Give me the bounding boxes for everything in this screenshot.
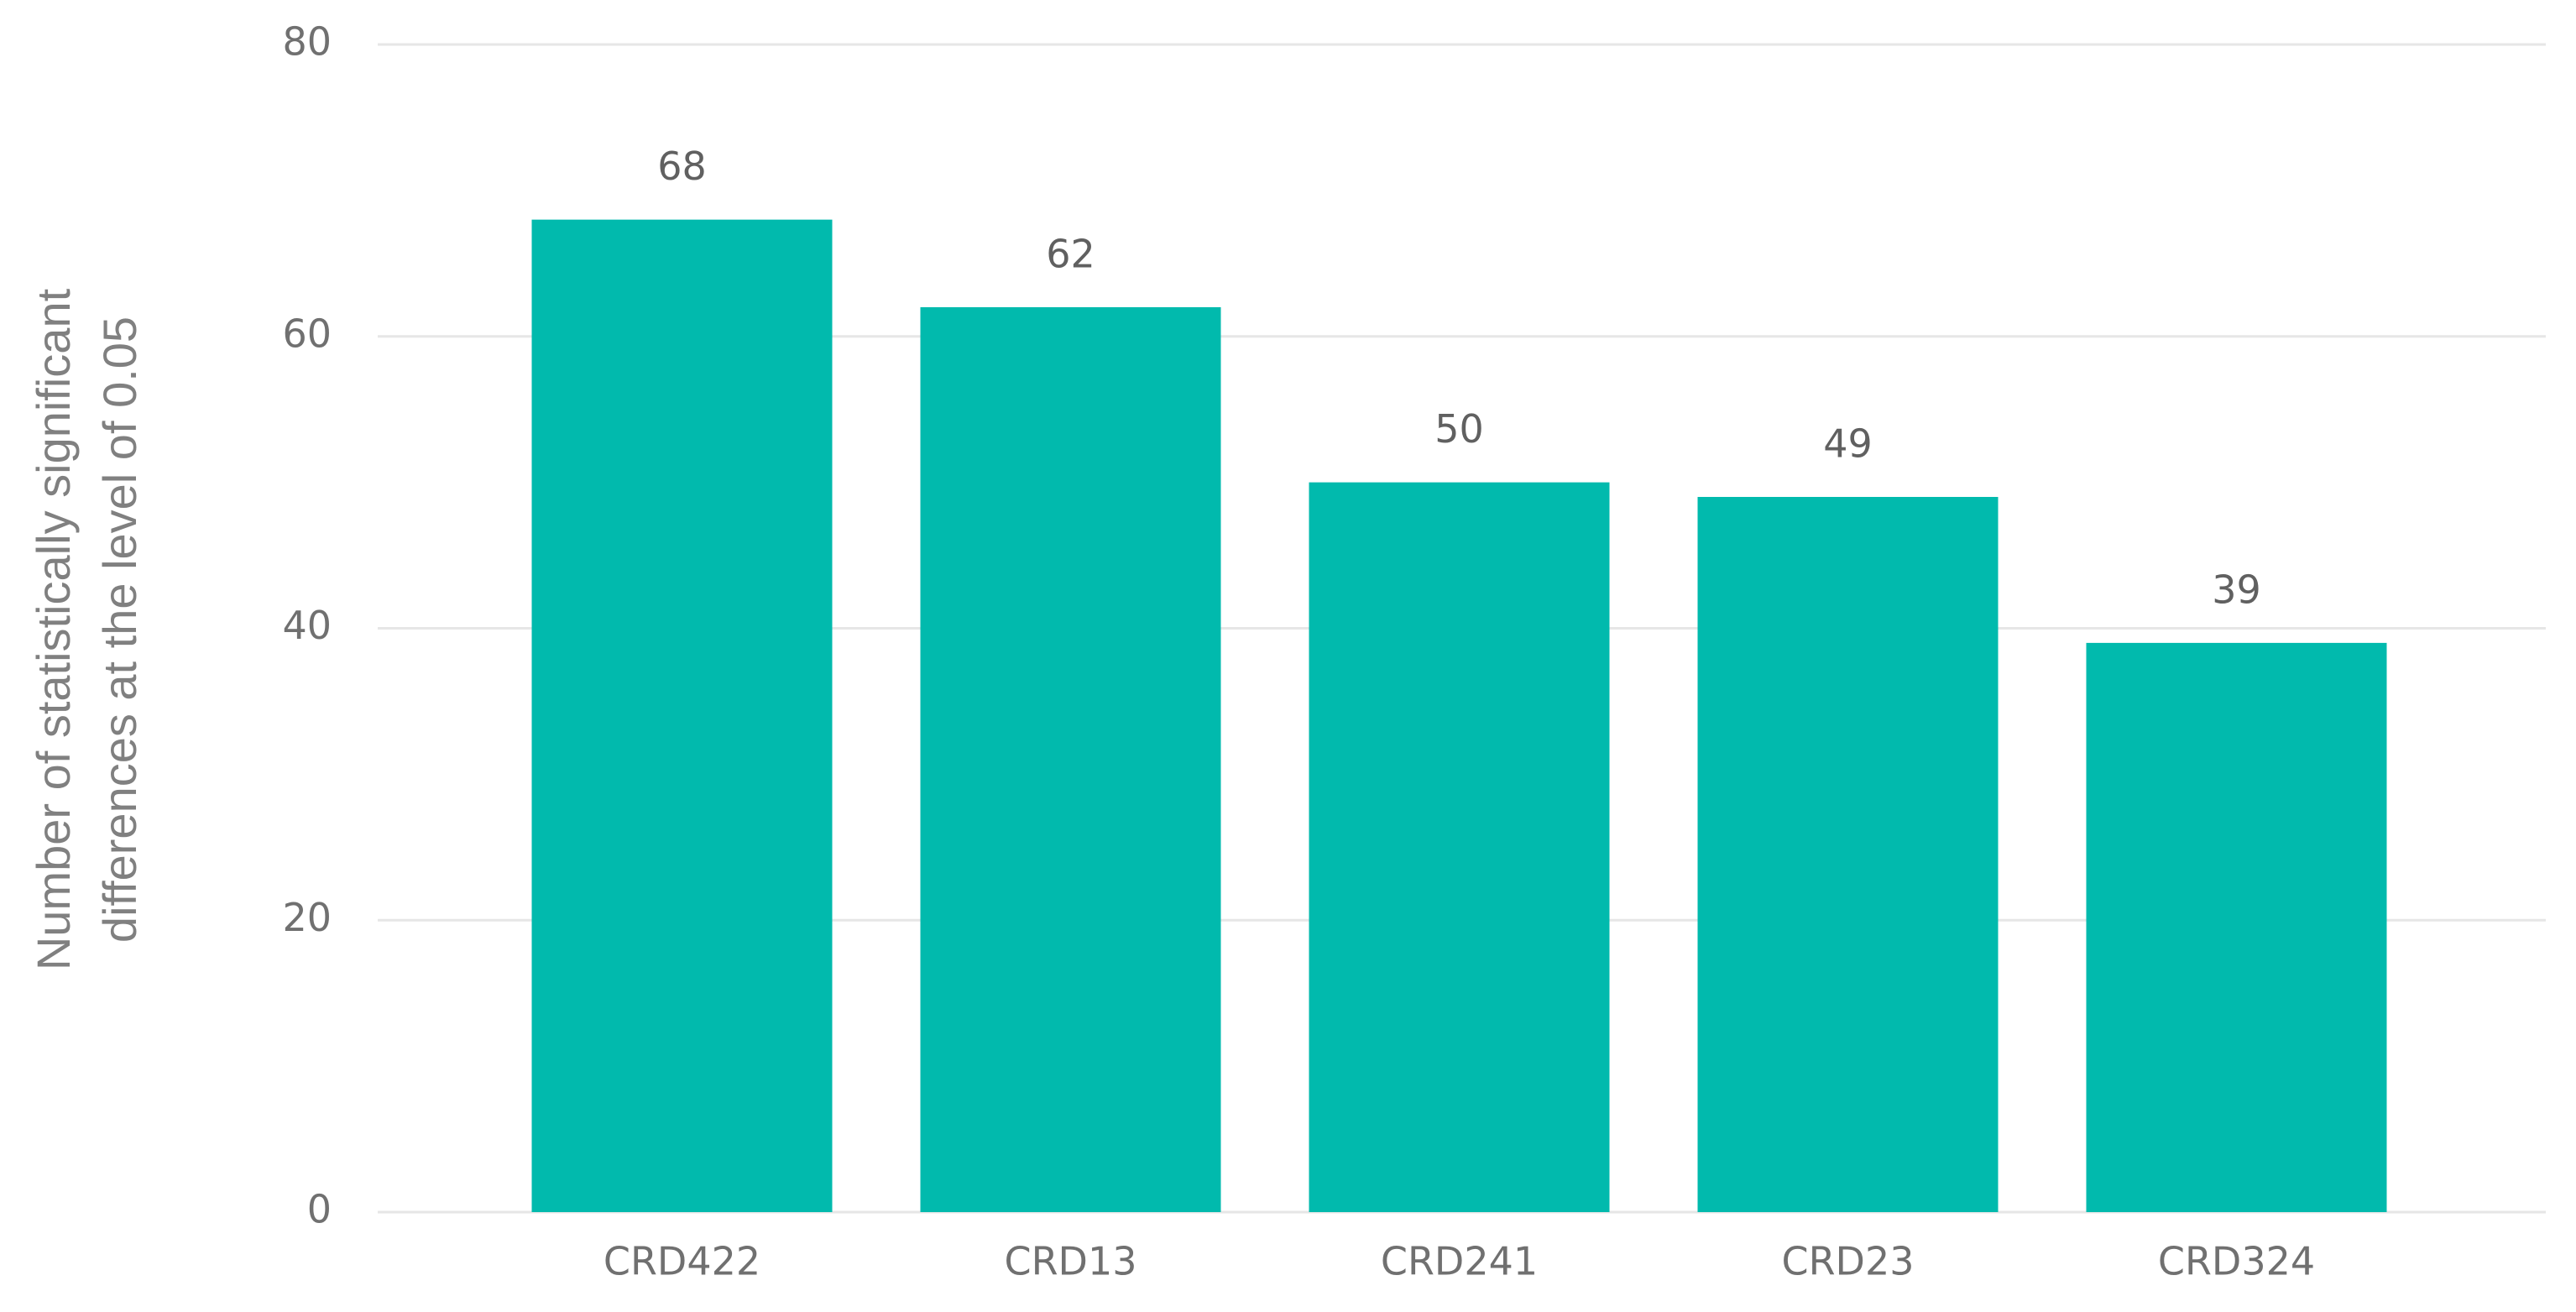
x-tick-label: CRD422 [604,1239,760,1284]
bar [531,219,833,1212]
data-label: 68 [657,144,707,189]
data-label: 39 [2212,567,2261,612]
y-axis-title: Number of statistically significant [27,288,80,970]
x-tick-label: CRD23 [1781,1239,1914,1284]
y-tick-label: 80 [282,19,332,65]
bar [1309,482,1610,1212]
y-tick-label: 40 [282,603,332,648]
y-tick-label: 0 [307,1187,332,1232]
x-tick-label: CRD324 [2158,1239,2315,1284]
x-tick-label: CRD13 [1004,1239,1136,1284]
x-tick-label: CRD241 [1381,1239,1538,1284]
y-tick-label: 60 [282,311,332,356]
data-label: 50 [1434,406,1484,452]
y-tick-label: 20 [282,895,332,940]
bar [920,306,1221,1213]
y-axis-title: differences at the level of 0.05 [93,316,146,943]
data-label: 62 [1046,231,1095,276]
bar [2086,642,2387,1212]
data-label: 49 [1823,421,1873,467]
bar [1697,497,1999,1212]
